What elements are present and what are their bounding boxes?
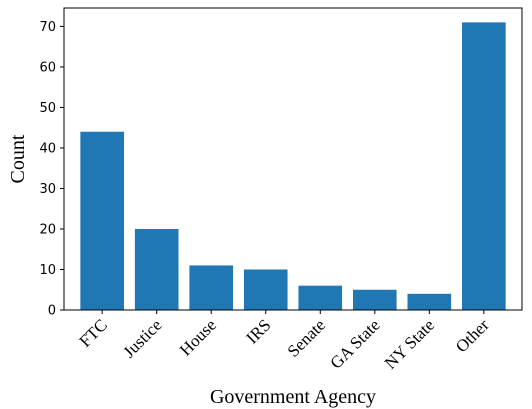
x-tick-label: GA State (326, 315, 383, 372)
bar-irs (243, 269, 288, 310)
x-tick-label: NY State (381, 315, 438, 372)
x-tick-label: FTC (76, 315, 111, 350)
bar-ga-state (352, 289, 397, 310)
bar-other (462, 22, 506, 310)
x-tick-label: Senate (284, 315, 329, 360)
y-axis-label: Count (7, 134, 29, 183)
y-axis: 0 10 20 30 40 50 60 70 (39, 20, 64, 319)
x-tick-label: Justice (119, 315, 165, 361)
y-tick-label: 0 (48, 304, 56, 319)
bar-house (189, 265, 234, 310)
y-tick-label: 60 (39, 60, 56, 75)
y-tick-label: 10 (39, 263, 56, 278)
bars-group (80, 22, 506, 310)
bar-ftc (80, 131, 124, 310)
x-tick-label: Other (452, 315, 493, 356)
plot-frame (63, 7, 523, 311)
x-axis-label: Government Agency (210, 386, 376, 408)
y-tick-label: 50 (39, 101, 56, 116)
x-tick-label: IRS (242, 315, 274, 347)
y-tick-label: 40 (39, 141, 56, 156)
bar-ny-state (407, 293, 452, 310)
bar-senate (298, 285, 343, 310)
x-tick-label: House (176, 315, 220, 359)
y-tick-label: 70 (39, 20, 56, 35)
bar-justice (134, 228, 179, 310)
y-tick-label: 20 (39, 222, 56, 237)
y-tick-label: 30 (39, 182, 56, 197)
